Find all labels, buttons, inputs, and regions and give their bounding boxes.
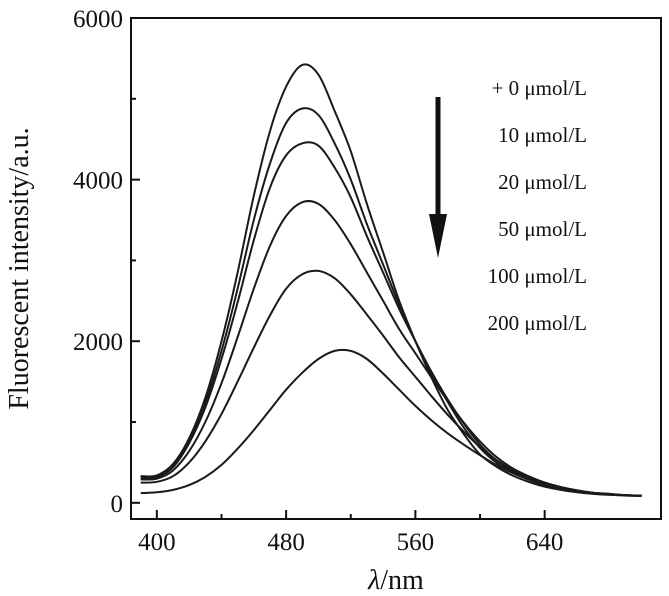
- concentration-arrow: [429, 97, 447, 258]
- legend-entry-label: 50 μmol/L: [498, 217, 587, 241]
- y-tick-label: 6000: [73, 6, 123, 33]
- series-line: [140, 348, 642, 497]
- plot-frame: [130, 17, 662, 520]
- series-line: [140, 107, 642, 497]
- legend-entry-label: 20 μmol/L: [498, 170, 587, 194]
- y-tick-label: 4000: [73, 168, 123, 195]
- x-tick-label: 480: [267, 529, 305, 556]
- series-line: [140, 200, 642, 497]
- x-axis-title-unit: /nm: [380, 565, 424, 596]
- legend-entry-label: 10 μmol/L: [498, 123, 587, 147]
- x-tick-label: 640: [526, 529, 564, 556]
- axes: 400 480 560 640 0 2000 4000 6000: [73, 6, 662, 556]
- legend-entry-label: 100 μmol/L: [488, 264, 587, 288]
- x-tick-label: 560: [397, 529, 435, 556]
- series-line: [140, 63, 642, 497]
- series-group: [140, 63, 642, 497]
- legend-entry-label: + 0 μmol/L: [492, 76, 587, 100]
- legend-entry-label: 200 μmol/L: [488, 311, 587, 335]
- arrow-head: [429, 214, 447, 258]
- y-tick-label: 2000: [73, 329, 123, 356]
- y-axis-title: Fluorescent intensity/a.u.: [4, 127, 35, 409]
- legend: + 0 μmol/L 10 μmol/L 20 μmol/L 50 μmol/L 100…: [488, 76, 587, 335]
- y-tick-label: 0: [111, 491, 124, 518]
- series-line: [140, 269, 642, 497]
- x-axis-title: λ/nm: [367, 565, 424, 596]
- x-axis-title-symbol: λ: [367, 565, 380, 596]
- x-tick-label: 400: [138, 529, 176, 556]
